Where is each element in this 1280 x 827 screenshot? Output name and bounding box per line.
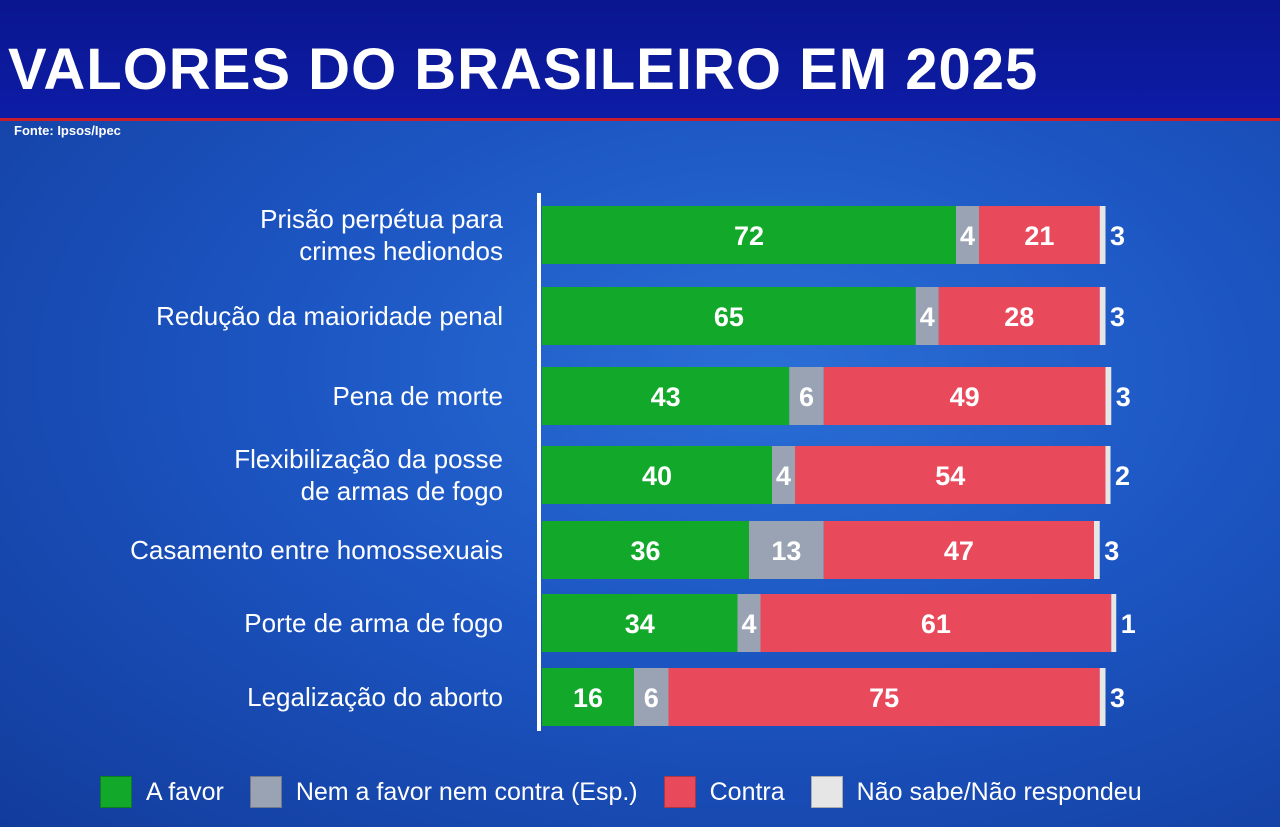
bar-segment-nao-sabe <box>1099 287 1106 345</box>
legend-swatch <box>810 776 843 808</box>
bar-segment-neutro <box>956 206 979 264</box>
bar-value-label: 4 <box>776 461 791 491</box>
bar-value-label: 6 <box>799 382 814 412</box>
bar-value-label: 36 <box>630 536 660 566</box>
legend: A favor Nem a favor nem contra (Esp.) Cont… <box>100 776 1168 808</box>
bar-segment-contra <box>760 594 1112 652</box>
bar-segment-contra <box>668 668 1100 726</box>
bar-segment-a-favor <box>542 668 634 726</box>
category-label: Flexibilização da posse de armas de fogo <box>234 444 503 506</box>
bar-segment-contra <box>823 521 1094 579</box>
legend-item-neutro: Nem a favor nem contra (Esp.) <box>249 776 638 808</box>
bar-value-label: 72 <box>734 221 764 251</box>
stacked-bar-chart: Prisão perpétua para crimes hediondos Redu… <box>130 204 1136 726</box>
legend-item-contra: Contra <box>663 776 785 808</box>
bar-segment-nao-sabe <box>1099 668 1106 726</box>
bar-segment-a-favor <box>542 594 738 652</box>
bar-value-label: 16 <box>573 683 603 713</box>
category-label: Redução da maioridade penal <box>156 301 503 331</box>
legend-label: A favor <box>146 777 224 806</box>
bar-value-label: 21 <box>1024 221 1054 251</box>
bar-segment-neutro <box>789 367 824 425</box>
legend-label: Nem a favor nem contra (Esp.) <box>295 777 638 806</box>
bar-segment-a-favor <box>542 206 956 264</box>
bar-value-label: 61 <box>921 609 951 639</box>
category-label: Pena de morte <box>332 381 503 411</box>
bar-value-label: 3 <box>1110 683 1125 713</box>
source-label: Fonte: Ipsos/Ipec <box>14 123 121 138</box>
bar-value-label: 3 <box>1104 536 1119 566</box>
legend-swatch <box>100 776 132 808</box>
bars-group: 72 4 21 3 65 4 28 3 43 6 49 3 40 4 54 2 36 13 47 3 34 4 61 1 16 6… <box>542 206 1136 726</box>
legend-swatch <box>249 776 282 808</box>
category-label: Porte de arma de fogo <box>244 608 503 638</box>
bar-segment-neutro <box>915 287 939 345</box>
bar-value-label: 3 <box>1110 302 1125 332</box>
bar-value-label: 4 <box>741 609 756 639</box>
bar-value-label: 3 <box>1116 382 1131 412</box>
bar-value-label: 54 <box>935 461 965 491</box>
category-label: Legalização do aborto <box>247 682 503 712</box>
bar-value-label: 4 <box>960 221 975 251</box>
legend-swatch <box>663 776 696 808</box>
bar-segment-nao-sabe <box>1094 521 1100 579</box>
legend-label: Não sabe/Não respondeu <box>856 777 1142 806</box>
bar-segment-contra <box>795 446 1106 504</box>
bar-value-label: 75 <box>869 683 899 713</box>
bar-segment-contra <box>823 367 1106 425</box>
bar-segment-a-favor <box>542 446 772 504</box>
bar-value-label: 34 <box>625 609 655 639</box>
bar-value-label: 1 <box>1121 609 1136 639</box>
bar-segment-nao-sabe <box>1099 206 1106 264</box>
bar-segment-nao-sabe <box>1111 594 1117 652</box>
bar-value-label: 49 <box>950 382 980 412</box>
category-label: Prisão perpétua para crimes hediondos <box>260 204 503 266</box>
bar-segment-contra <box>938 287 1100 345</box>
legend-item-nao-sabe: Não sabe/Não respondeu <box>810 776 1142 808</box>
bar-segment-a-favor <box>542 367 790 425</box>
bar-segment-neutro <box>634 668 669 726</box>
bar-value-label: 47 <box>944 536 974 566</box>
category-label: Casamento entre homossexuais <box>130 535 503 565</box>
page-title: VALORES DO BRASILEIRO EM 2025 <box>8 37 1039 102</box>
bar-segment-neutro <box>749 521 824 579</box>
legend-label: Contra <box>709 777 785 806</box>
bar-value-label: 65 <box>714 302 744 332</box>
category-labels: Prisão perpétua para crimes hediondos Redu… <box>130 204 503 712</box>
bar-segment-neutro <box>737 594 761 652</box>
legend-item-a-favor: A favor <box>100 776 224 808</box>
bar-value-label: 43 <box>651 382 681 412</box>
bar-value-label: 28 <box>1004 302 1034 332</box>
bar-segment-nao-sabe <box>1105 446 1111 504</box>
bar-segment-nao-sabe <box>1105 367 1112 425</box>
bar-segment-contra <box>979 206 1100 264</box>
bar-segment-a-favor <box>542 521 749 579</box>
bar-value-label: 4 <box>920 302 935 332</box>
bar-value-label: 40 <box>642 461 672 491</box>
bar-segment-a-favor <box>542 287 916 345</box>
title-bar: VALORES DO BRASILEIRO EM 2025 <box>0 0 1280 121</box>
bar-value-label: 3 <box>1110 221 1125 251</box>
bar-value-label: 6 <box>644 683 659 713</box>
bar-value-label: 13 <box>771 536 801 566</box>
bar-segment-neutro <box>772 446 795 504</box>
bar-value-label: 2 <box>1115 461 1130 491</box>
